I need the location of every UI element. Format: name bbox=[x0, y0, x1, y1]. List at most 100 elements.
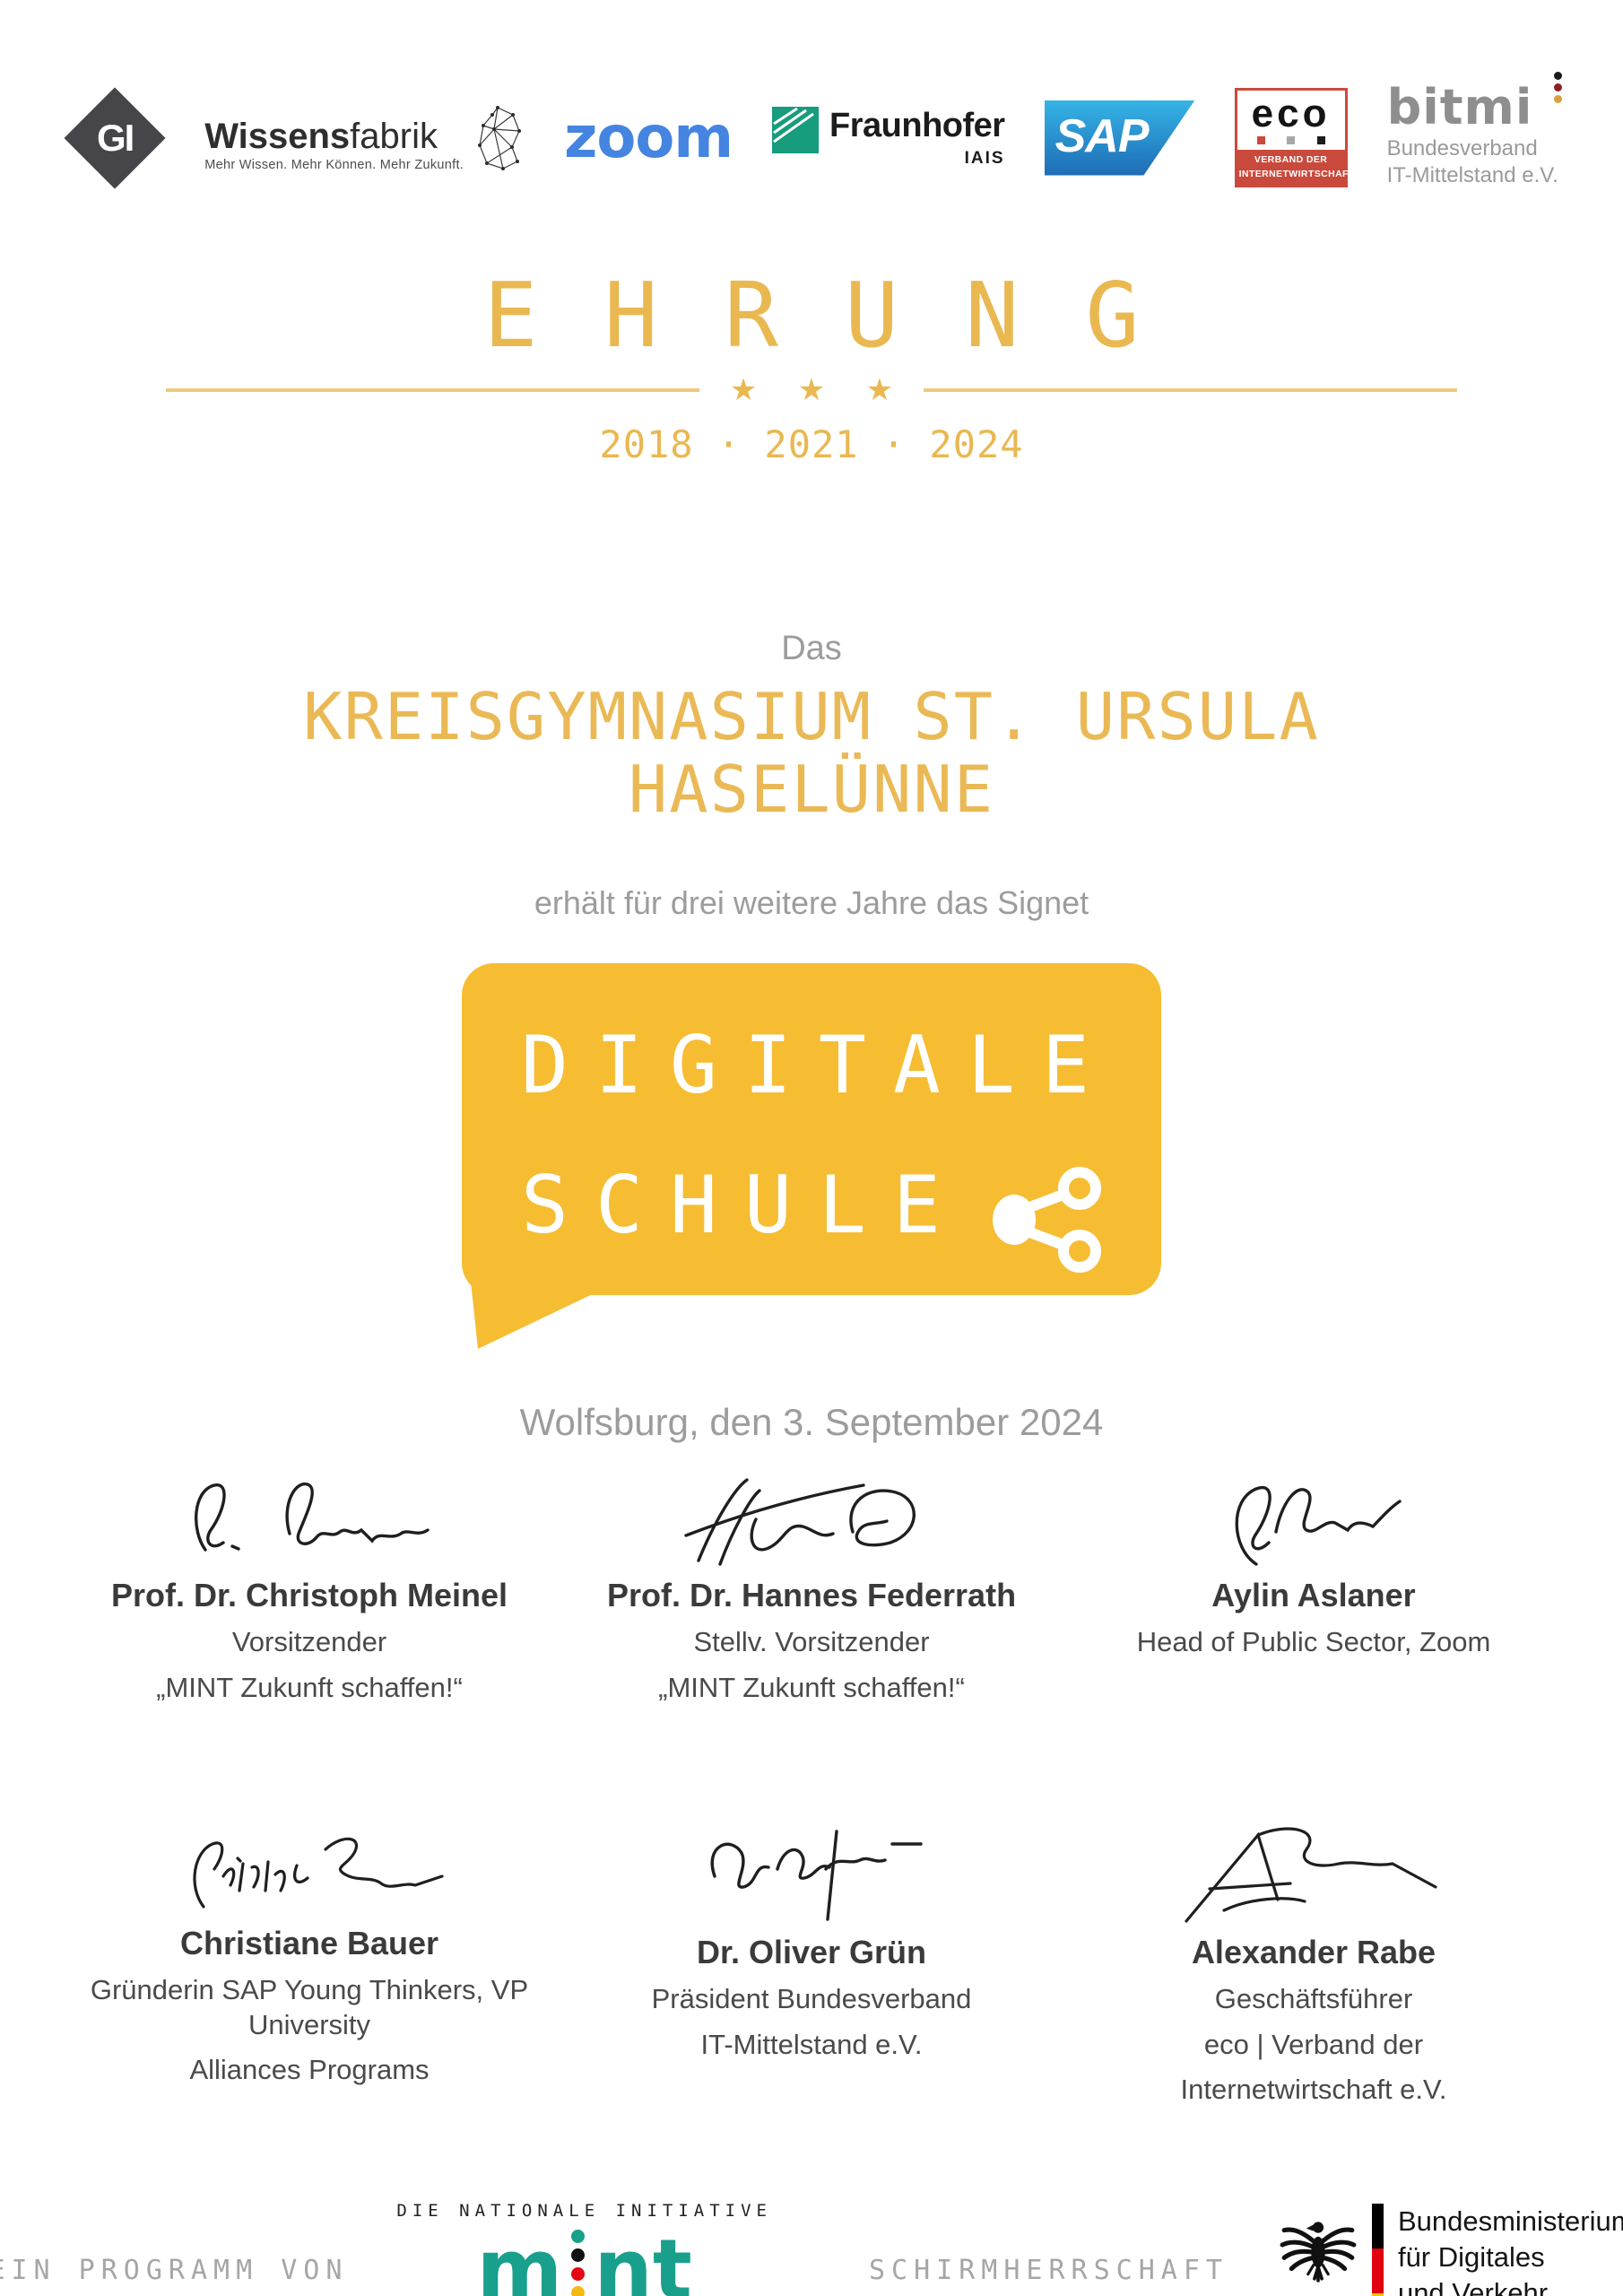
eco-dot-gray bbox=[1287, 136, 1296, 145]
wissensfabrik-logo: Wissensfabrik Mehr Wissen. Mehr Können. … bbox=[204, 104, 525, 172]
signatory-federrath: Prof. Dr. Hannes Federrath Stellv. Vorsi… bbox=[560, 1467, 1063, 1706]
eco-logo-band: VERBAND DER INTERNETWIRTSCHAFT bbox=[1237, 150, 1355, 185]
ministry-line1: Bundesministerium bbox=[1397, 2205, 1623, 2237]
bitmi-dot-black bbox=[1553, 72, 1562, 81]
divider-line-right bbox=[924, 388, 1457, 392]
bitmi-dot-orange bbox=[1553, 95, 1562, 104]
signatory-gruen: Dr. Oliver Grün Präsident Bundesverband … bbox=[560, 1821, 1063, 2108]
eco-band-line2: INTERNETWIRTSCHAFT bbox=[1238, 168, 1355, 179]
fraunhofer-name: Fraunhofer bbox=[829, 107, 1005, 144]
intro-word: Das bbox=[781, 630, 842, 667]
signatory-role: eco | Verband der bbox=[1203, 2028, 1424, 2060]
signature-scrawl-meinel bbox=[194, 1483, 430, 1552]
title-divider: ★ ★ ★ bbox=[166, 372, 1457, 408]
fraunhofer-square-icon bbox=[772, 107, 820, 153]
signature-scrawl-bauer bbox=[193, 1837, 444, 1909]
signatory-role: „MINT Zukunft schaffen!“ bbox=[156, 1672, 463, 1703]
page-title: EHRUNG bbox=[483, 263, 1206, 368]
signatory-role: „MINT Zukunft schaffen!“ bbox=[658, 1672, 965, 1703]
badge-text-line2: SCHULE bbox=[521, 1159, 968, 1252]
sap-logo-label: SAP bbox=[1055, 109, 1150, 162]
gi-logo: GI bbox=[64, 86, 166, 189]
ministry-line3: und Verkehr bbox=[1397, 2277, 1549, 2296]
signature-scrawl-rabe bbox=[1185, 1827, 1437, 1923]
bitmi-sub: Bundesverband IT-Mittelstand e.V. bbox=[1387, 135, 1558, 189]
speech-bubble-shape bbox=[462, 963, 1161, 1350]
signatory-role: Internetwirtschaft e.V. bbox=[1180, 2074, 1447, 2106]
signatory-role: Vorsitzender bbox=[231, 1626, 387, 1658]
mint-letter-nt: nt bbox=[594, 2221, 692, 2296]
signature-scrawl-aslaner bbox=[1235, 1486, 1402, 1566]
award-years: 2018 · 2021 · 2024 bbox=[599, 422, 1024, 466]
fraunhofer-logo: Fraunhofer IAIS bbox=[772, 107, 1005, 169]
signatory-role: IT-Mittelstand e.V. bbox=[700, 2028, 923, 2060]
bitmi-dot-red bbox=[1553, 83, 1562, 92]
mint-logo-block: DIE NATIONALE INITIATIVE m nt ZUKUNFT SC… bbox=[396, 2201, 772, 2296]
signatory-role: Gründerin SAP Young Thinkers, VP Univers… bbox=[90, 1973, 529, 2040]
eco-logo-top: eco bbox=[1237, 91, 1345, 150]
signatory-name: Dr. Oliver Grün bbox=[696, 1933, 927, 1970]
wissensfabrik-network-icon bbox=[478, 105, 522, 170]
signatory-meinel: Prof. Dr. Christoph Meinel Vorsitzender … bbox=[58, 1467, 560, 1706]
digitale-schule-badge: DIGITALE SCHULE bbox=[462, 963, 1161, 1351]
bitmi-dots bbox=[1553, 72, 1562, 104]
mint-logo: m nt bbox=[476, 2221, 692, 2296]
signatory-rabe: Alexander Rabe Geschäftsführer eco | Ver… bbox=[1063, 1821, 1565, 2108]
bitmi-sub-line2: IT-Mittelstand e.V. bbox=[1386, 162, 1558, 187]
share-icon bbox=[993, 1167, 1101, 1274]
signatory-name: Prof. Dr. Christoph Meinel bbox=[110, 1577, 508, 1614]
partner-logo-row: GI Wissensfabrik Mehr Wissen. Mehr Könne… bbox=[0, 0, 1623, 193]
stars-decoration: ★ ★ ★ bbox=[729, 373, 910, 407]
patronage-label: SCHIRMHERRSCHAFT bbox=[868, 2255, 1228, 2286]
bitmi-sub-line1: Bundesverband bbox=[1386, 135, 1538, 161]
mint-dot-teal bbox=[571, 2230, 586, 2243]
flag-bar bbox=[1371, 2203, 1384, 2296]
signatory-role: Präsident Bundesverband bbox=[651, 1982, 972, 2014]
gi-logo-label: GI bbox=[97, 116, 134, 159]
initiative-label: DIE NATIONALE INITIATIVE bbox=[396, 2201, 772, 2221]
signatory-aslaner: Aylin Aslaner Head of Public Sector, Zoo… bbox=[1063, 1467, 1565, 1706]
signature-scrawl-federrath bbox=[684, 1478, 916, 1566]
wissensfabrik-tagline: Mehr Wissen. Mehr Können. Mehr Zukunft. bbox=[204, 158, 464, 172]
eco-logo: eco VERBAND DER INTERNETWIRTSCHAFT bbox=[1234, 88, 1355, 187]
eco-dot-red bbox=[1256, 136, 1265, 145]
eco-logo-label: eco bbox=[1251, 91, 1331, 136]
signature-row-2: Christiane Bauer Gründerin SAP Young Thi… bbox=[58, 1821, 1565, 2108]
ministry-line2: für Digitales bbox=[1397, 2240, 1545, 2273]
signature-scrawl-gruen bbox=[710, 1830, 923, 1921]
gi-diamond-shape: GI bbox=[64, 86, 166, 189]
signatory-role: Stellv. Vorsitzender bbox=[693, 1626, 930, 1658]
wissensfabrik-name: Wissensfabrik bbox=[204, 118, 464, 154]
school-name-line1: KREISGYMNASIUM ST. URSULA bbox=[303, 679, 1320, 754]
divider-line-left bbox=[166, 388, 699, 392]
fraunhofer-text: Fraunhofer IAIS bbox=[829, 107, 1005, 169]
bitmi-logo-label: bitmi bbox=[1386, 79, 1533, 136]
school-name-line2: HASELÜNNE bbox=[628, 751, 995, 827]
fraunhofer-sub: IAIS bbox=[964, 149, 1005, 168]
mint-letter-m: m bbox=[476, 2221, 563, 2296]
mint-dot-yellow bbox=[571, 2286, 586, 2296]
wissensfabrik-name-regular: fabrik bbox=[350, 117, 438, 156]
mint-dots-column bbox=[571, 2230, 586, 2296]
mint-dot-black bbox=[571, 2248, 586, 2262]
date-line: Wolfsburg, den 3. September 2024 bbox=[519, 1401, 1104, 1444]
flag-black bbox=[1371, 2203, 1384, 2248]
sap-logo: SAP bbox=[1044, 100, 1195, 176]
eco-band-line1: VERBAND DER bbox=[1254, 154, 1328, 166]
signatory-name: Prof. Dr. Hannes Federrath bbox=[606, 1577, 1017, 1614]
bitmi-logo: bitmi Bundesverband IT-Mittelstand e.V. bbox=[1386, 72, 1562, 189]
title-block: EHRUNG bbox=[0, 271, 1623, 361]
signatory-name: Alexander Rabe bbox=[1191, 1933, 1436, 1970]
ministry-text: Bundesministerium für Digitales und Verk… bbox=[1398, 2204, 1623, 2296]
wissensfabrik-text: Wissensfabrik Mehr Wissen. Mehr Können. … bbox=[204, 118, 464, 172]
signatory-name: Christiane Bauer bbox=[179, 1924, 439, 1961]
signatory-role: Geschäftsführer bbox=[1214, 1982, 1413, 2014]
eco-dot-black bbox=[1316, 136, 1325, 145]
signatory-name: Aylin Aslaner bbox=[1211, 1577, 1416, 1614]
flag-gold bbox=[1371, 2292, 1384, 2296]
signature-row-1: Prof. Dr. Christoph Meinel Vorsitzender … bbox=[58, 1467, 1565, 1706]
wissensfabrik-name-bold: Wissens bbox=[204, 117, 351, 156]
signatory-bauer: Christiane Bauer Gründerin SAP Young Thi… bbox=[58, 1821, 560, 2108]
mint-dot-red bbox=[571, 2267, 586, 2281]
